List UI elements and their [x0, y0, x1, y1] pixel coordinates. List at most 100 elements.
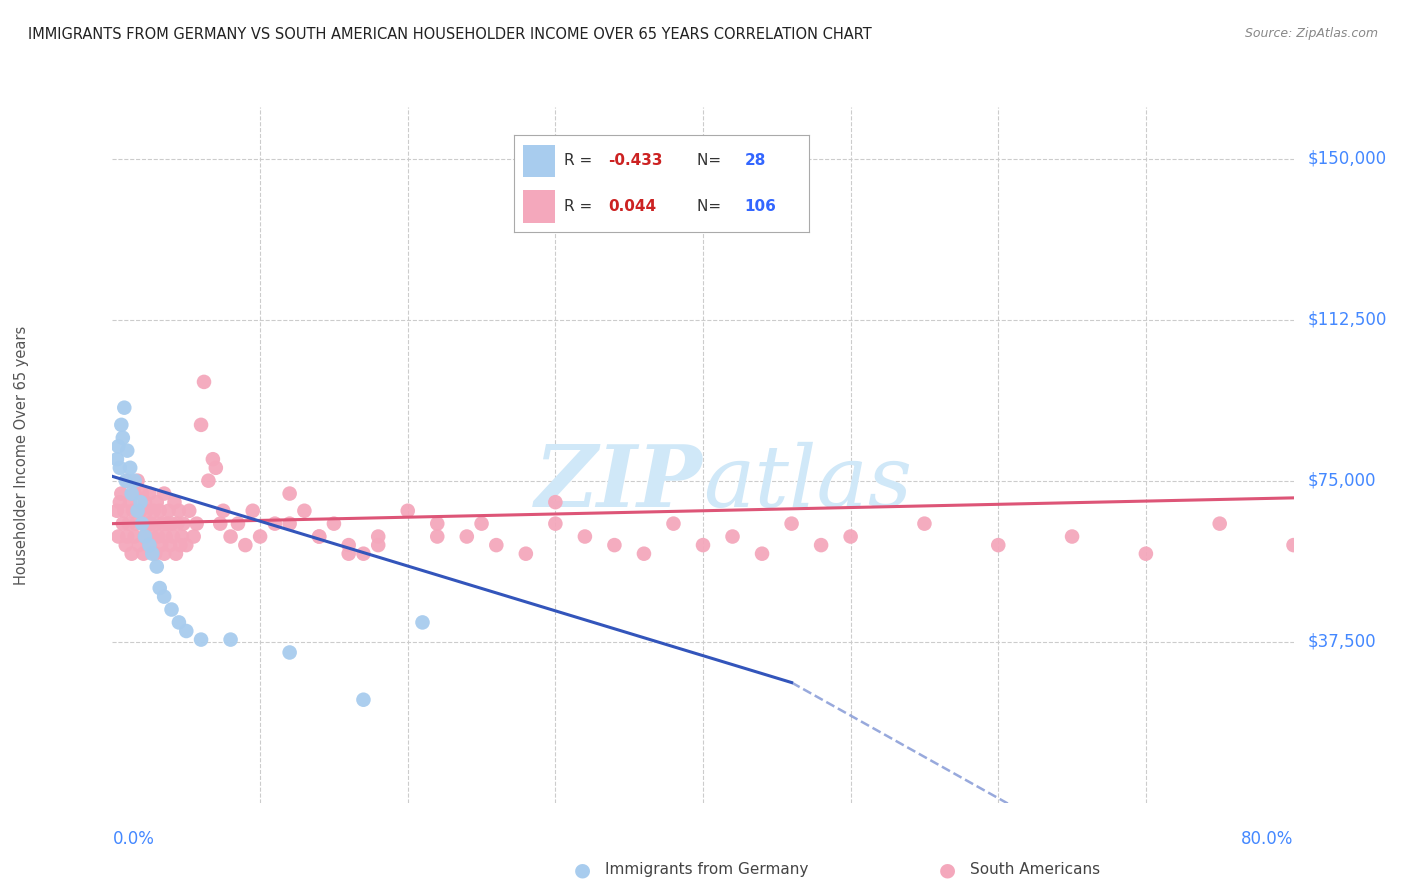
Point [162, 529, 184, 543]
Point [134, 529, 156, 543]
Point [107, 529, 129, 543]
Text: $112,500: $112,500 [1308, 310, 1386, 328]
Point [367, 529, 389, 543]
Point [156, 516, 179, 531]
Point [1135, 547, 1157, 561]
Point [914, 516, 936, 531]
Point [118, 516, 141, 531]
Point [141, 529, 163, 543]
Text: ●: ● [939, 860, 956, 880]
Point [190, 632, 212, 647]
Point [149, 581, 172, 595]
Text: R =: R = [564, 153, 598, 169]
Point [105, 452, 128, 467]
Point [138, 538, 160, 552]
Point [544, 495, 567, 509]
Point [1062, 529, 1084, 543]
Point [111, 516, 134, 531]
Point [249, 529, 271, 543]
Point [120, 460, 142, 475]
Point [117, 529, 138, 543]
Point [170, 529, 193, 543]
Point [1208, 516, 1232, 531]
Point [139, 516, 162, 531]
Point [226, 516, 249, 531]
Point [219, 632, 242, 647]
Point [132, 547, 155, 561]
Point [127, 504, 149, 518]
Text: -0.433: -0.433 [609, 153, 664, 169]
Point [396, 504, 419, 518]
Text: $37,500: $37,500 [1308, 632, 1376, 651]
Point [662, 516, 685, 531]
Point [110, 486, 132, 500]
Point [125, 516, 148, 531]
Point [129, 495, 152, 509]
Point [197, 474, 219, 488]
Point [323, 516, 346, 531]
Point [108, 460, 131, 475]
Point [167, 504, 190, 518]
Point [129, 504, 152, 518]
Point [209, 516, 232, 531]
Point [352, 547, 374, 561]
Point [120, 495, 142, 509]
Point [810, 538, 832, 552]
Point [150, 538, 173, 552]
Point [470, 516, 494, 531]
Point [153, 590, 176, 604]
Point [142, 504, 165, 518]
Text: 0.044: 0.044 [609, 199, 657, 214]
Point [264, 516, 287, 531]
Point [110, 417, 132, 432]
Text: South Americans: South Americans [970, 863, 1101, 877]
Text: R =: R = [564, 199, 602, 214]
Point [148, 529, 170, 543]
Point [174, 624, 197, 638]
Point [190, 417, 212, 432]
Point [124, 529, 146, 543]
Point [278, 516, 301, 531]
Point [121, 486, 143, 500]
Point [155, 529, 177, 543]
Point [124, 486, 146, 500]
Point [308, 529, 330, 543]
Point [160, 516, 183, 531]
Text: Source: ZipAtlas.com: Source: ZipAtlas.com [1244, 27, 1378, 40]
Point [136, 516, 159, 531]
Point [157, 504, 180, 518]
Point [242, 504, 264, 518]
Point [292, 504, 315, 518]
Point [212, 504, 235, 518]
Point [201, 452, 224, 467]
Point [105, 504, 128, 518]
Point [337, 538, 360, 552]
Point [138, 486, 160, 500]
Point [780, 516, 803, 531]
Point [131, 516, 153, 531]
Point [146, 559, 169, 574]
Point [163, 495, 186, 509]
Point [219, 529, 242, 543]
Point [114, 538, 136, 552]
Point [692, 538, 714, 552]
Point [111, 431, 134, 445]
Point [107, 439, 129, 453]
Point [166, 516, 188, 531]
Text: 80.0%: 80.0% [1241, 830, 1294, 847]
Point [1282, 538, 1305, 552]
Point [352, 692, 374, 706]
Text: IMMIGRANTS FROM GERMANY VS SOUTH AMERICAN HOUSEHOLDER INCOME OVER 65 YEARS CORRE: IMMIGRANTS FROM GERMANY VS SOUTH AMERICA… [28, 27, 872, 42]
Point [179, 504, 201, 518]
Point [987, 538, 1010, 552]
Point [112, 401, 135, 415]
Point [128, 538, 150, 552]
Point [138, 538, 160, 552]
Point [186, 516, 208, 531]
Point [172, 516, 194, 531]
Point [174, 538, 197, 552]
Point [633, 547, 655, 561]
Point [149, 504, 172, 518]
Text: atlas: atlas [703, 442, 912, 524]
Point [124, 474, 146, 488]
